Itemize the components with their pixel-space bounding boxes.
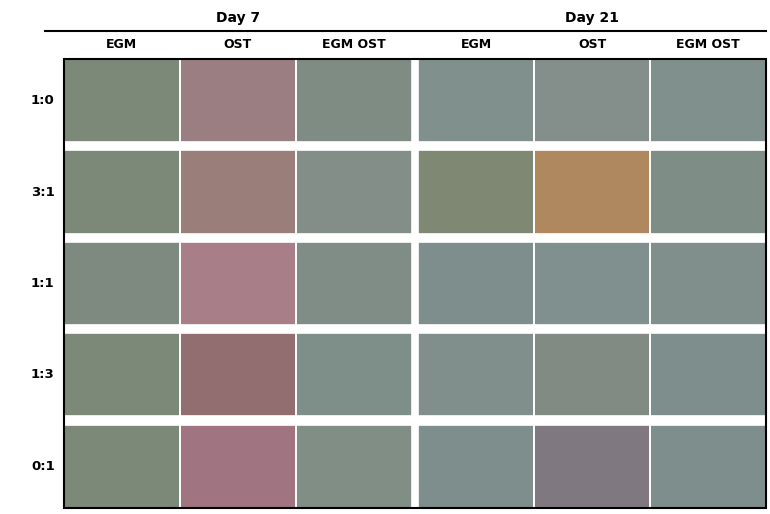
Bar: [296, 425, 412, 508]
Bar: [180, 242, 296, 325]
Bar: [418, 151, 534, 234]
Bar: [296, 242, 412, 325]
Bar: [64, 333, 180, 416]
Text: 0:1: 0:1: [31, 460, 55, 473]
Text: EGM: EGM: [106, 39, 138, 51]
Bar: [418, 425, 534, 508]
Bar: [296, 333, 412, 416]
Bar: [418, 242, 534, 325]
Bar: [64, 151, 180, 234]
Bar: [534, 242, 650, 325]
Bar: [650, 151, 766, 234]
Bar: [650, 59, 766, 142]
Bar: [180, 242, 296, 325]
Text: Day 7: Day 7: [216, 11, 260, 25]
Bar: [418, 59, 534, 142]
Bar: [534, 333, 650, 416]
Text: EGM OST: EGM OST: [322, 39, 386, 51]
Bar: [180, 425, 296, 508]
Bar: [64, 59, 180, 142]
Text: EGM: EGM: [460, 39, 492, 51]
Bar: [650, 425, 766, 508]
Bar: [180, 333, 296, 416]
Bar: [418, 59, 534, 142]
Bar: [64, 242, 180, 325]
Bar: [64, 425, 180, 508]
Text: 1:3: 1:3: [31, 369, 55, 381]
Bar: [64, 333, 180, 416]
Bar: [650, 333, 766, 416]
Bar: [534, 151, 650, 234]
Bar: [418, 242, 534, 325]
Text: OST: OST: [224, 39, 252, 51]
Bar: [650, 333, 766, 416]
Bar: [534, 425, 650, 508]
Bar: [296, 59, 412, 142]
Bar: [650, 59, 766, 142]
Bar: [180, 59, 296, 142]
Bar: [650, 242, 766, 325]
Text: 3:1: 3:1: [31, 186, 55, 198]
Bar: [534, 59, 650, 142]
Bar: [296, 242, 412, 325]
Bar: [180, 151, 296, 234]
Bar: [650, 425, 766, 508]
Bar: [534, 59, 650, 142]
Bar: [180, 425, 296, 508]
Bar: [64, 242, 180, 325]
Bar: [180, 151, 296, 234]
Bar: [180, 333, 296, 416]
Bar: [418, 333, 534, 416]
Bar: [296, 333, 412, 416]
Bar: [296, 151, 412, 234]
Bar: [64, 59, 180, 142]
Text: 1:1: 1:1: [31, 277, 55, 290]
Bar: [418, 333, 534, 416]
Bar: [64, 59, 766, 508]
Text: 1:0: 1:0: [31, 94, 55, 107]
Text: EGM OST: EGM OST: [676, 39, 740, 51]
Bar: [296, 151, 412, 234]
Text: OST: OST: [578, 39, 606, 51]
Bar: [296, 425, 412, 508]
Bar: [64, 151, 180, 234]
Bar: [180, 59, 296, 142]
Text: Day 21: Day 21: [565, 11, 619, 25]
Bar: [418, 151, 534, 234]
Bar: [296, 59, 412, 142]
Bar: [650, 151, 766, 234]
Bar: [534, 151, 650, 234]
Bar: [534, 425, 650, 508]
Bar: [534, 242, 650, 325]
Bar: [650, 242, 766, 325]
Bar: [64, 425, 180, 508]
Bar: [534, 333, 650, 416]
Bar: [418, 425, 534, 508]
